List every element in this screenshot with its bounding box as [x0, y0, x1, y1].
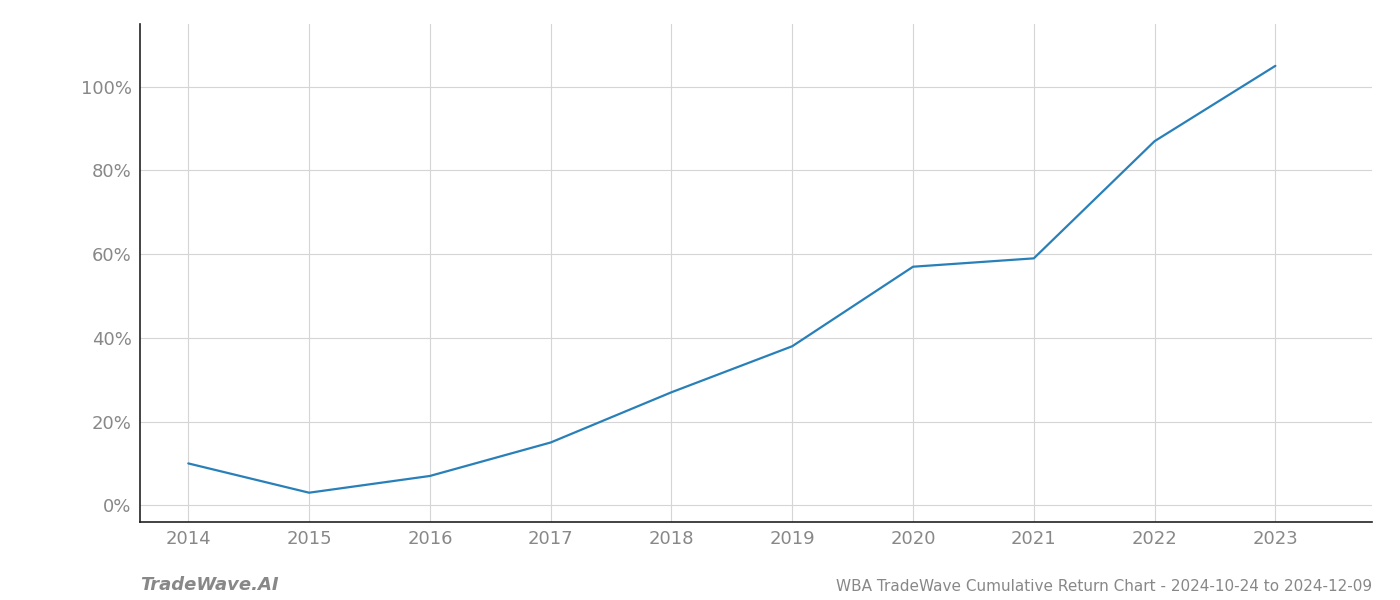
Text: TradeWave.AI: TradeWave.AI — [140, 576, 279, 594]
Text: WBA TradeWave Cumulative Return Chart - 2024-10-24 to 2024-12-09: WBA TradeWave Cumulative Return Chart - … — [836, 579, 1372, 594]
